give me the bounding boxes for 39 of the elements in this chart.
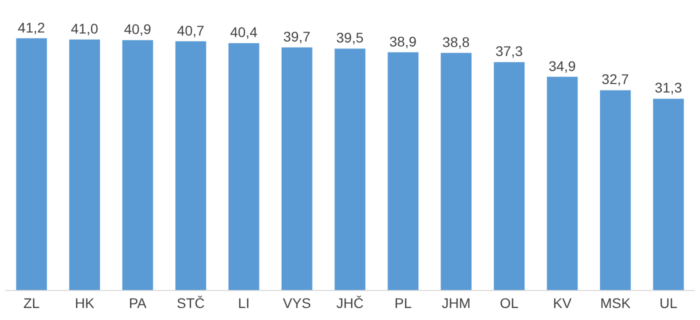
x-tick-label: STČ [176,294,205,311]
bar [69,39,100,290]
x-tick-label: HK [74,294,96,311]
bar [388,52,418,290]
bar [122,40,154,290]
data-label: 38,8 [442,34,470,50]
x-tick-label: PA [128,294,148,311]
data-label: 38,9 [389,33,417,50]
data-label: 31,3 [654,80,682,96]
bar [653,98,684,290]
x-tick-label: JHM [442,294,471,311]
bar [282,47,312,290]
data-label: 32,7 [602,71,630,88]
bar [600,90,631,290]
bar [546,76,578,290]
data-label: 39,5 [336,30,364,46]
x-tick-label: JHČ [336,294,364,311]
bar [334,48,366,290]
x-tick-label: OL [500,294,519,311]
data-label: 40,7 [177,22,204,38]
bar [494,62,525,290]
bar [440,52,472,290]
x-tick-label: PL [394,294,412,311]
x-tick-label: UL [660,294,678,311]
data-label: 40,9 [124,21,152,38]
bar [228,43,260,290]
data-label: 34,9 [548,58,576,74]
data-label: 39,7 [283,28,311,44]
data-label: 41,0 [70,20,98,36]
x-tick-label: KV [552,294,572,311]
x-tick-label: ZL [23,294,40,311]
bar [16,38,47,290]
data-label: 40,4 [230,24,258,40]
data-label: 41,2 [18,19,46,36]
bar [175,41,206,290]
x-tick-label: VYS [282,294,311,311]
x-tick-label: LI [238,294,250,311]
data-label: 37,3 [496,43,523,60]
x-tick-label: MSK [600,294,632,311]
